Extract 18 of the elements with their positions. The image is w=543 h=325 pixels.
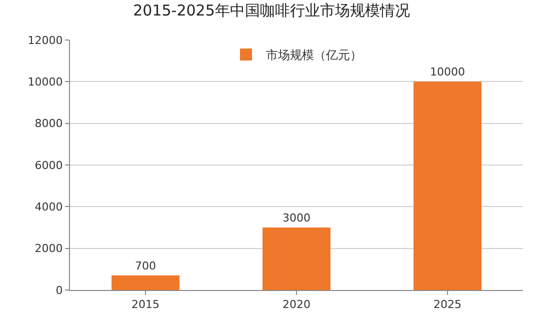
y-tick-label: 0 [56, 284, 63, 297]
y-tick-label: 6000 [34, 158, 63, 172]
legend-label: 市场规模（亿元） [266, 48, 362, 62]
y-tick-label: 8000 [34, 117, 63, 130]
data-label: 10000 [430, 66, 466, 79]
data-label: 700 [135, 259, 156, 272]
y-tick-label: 2000 [34, 242, 63, 256]
x-tick-label: 2020 [282, 298, 310, 312]
y-tick-label: 4000 [34, 200, 63, 214]
bar [414, 82, 482, 290]
chart-title: 2015-2025年中国咖啡行业市场规模情况 [133, 1, 410, 20]
y-tick-label: 10000 [28, 76, 63, 89]
bar [112, 275, 180, 290]
x-tick-label: 2025 [434, 298, 462, 312]
x-tick-label: 2015 [132, 298, 160, 312]
bar [262, 228, 330, 290]
data-label: 3000 [282, 212, 311, 224]
y-tick-label: 12000 [28, 34, 63, 47]
